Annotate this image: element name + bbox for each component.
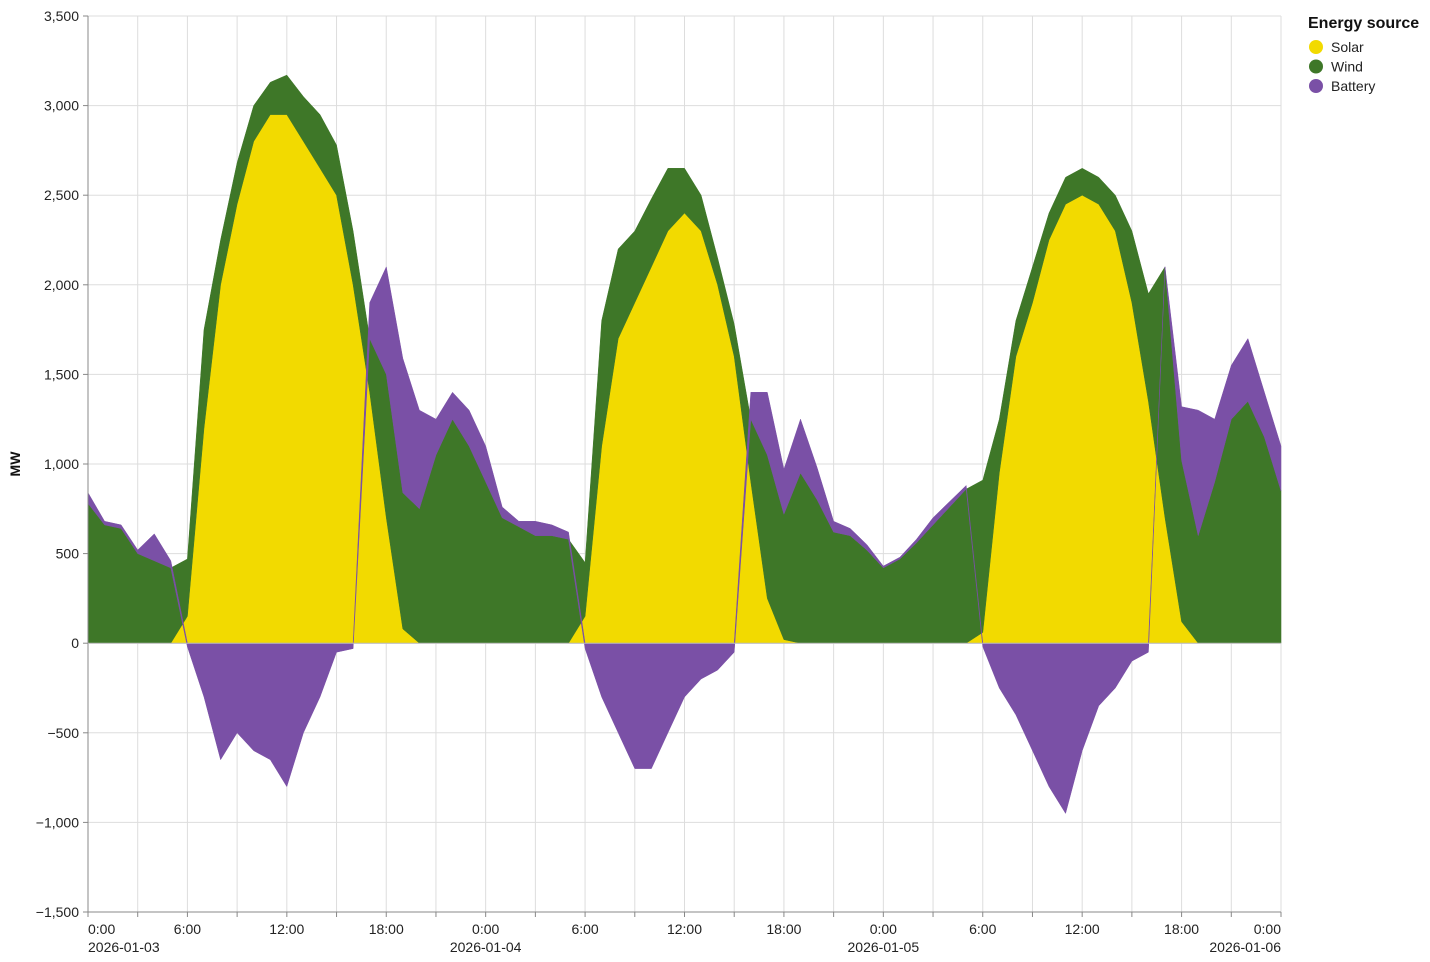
axis-layer: −1,500 −1,000 −500 0 500 1,000 1,500 2,000 2,500… [36,8,1282,955]
legend-label-solar: Solar [1331,39,1364,55]
y-tick-label: 3,000 [44,98,79,114]
y-tick-label: 1,500 [44,366,79,382]
legend-label-battery: Battery [1331,78,1375,94]
legend: Energy source Solar Wind Battery [1308,15,1419,94]
y-tick-label: −1,000 [36,814,79,830]
x-tick-label: 6:00 [571,921,598,937]
legend-label-wind: Wind [1331,59,1363,75]
legend-swatch-battery [1309,79,1323,93]
x-tick-label: 12:00 [1065,921,1100,937]
legend-title: Energy source [1308,15,1419,32]
x-date-label: 2026-01-06 [1209,939,1281,955]
x-tick-label: 12:00 [667,921,702,937]
x-tick-label: 18:00 [369,921,404,937]
legend-swatch-solar [1309,40,1323,54]
x-tick-label: 18:00 [1164,921,1199,937]
y-axis-title: MW [7,451,23,477]
y-tick-label: 500 [56,546,80,562]
y-tick-label: 1,000 [44,456,79,472]
x-tick-label: 12:00 [269,921,304,937]
y-tick-label: −1,500 [36,904,79,920]
legend-swatch-wind [1309,59,1323,74]
x-tick-label: 6:00 [174,921,201,937]
y-tick-label: −500 [47,725,79,741]
x-tick-label: 0:00 [1254,921,1281,937]
x-tick-label: 0:00 [870,921,897,937]
y-tick-label: 3,500 [44,8,79,24]
x-date-label: 2026-01-05 [848,939,920,955]
x-date-label: 2026-01-04 [450,939,522,955]
y-tick-label: 0 [71,635,79,651]
y-tick-label: 2,000 [44,277,79,293]
x-tick-label: 0:00 [472,921,499,937]
y-tick-label: 2,500 [44,187,79,203]
x-tick-label: 18:00 [766,921,801,937]
area-battery [87,266,1282,814]
x-date-label: 2026-01-03 [88,939,160,955]
x-tick-label: 6:00 [969,921,996,937]
x-tick-label: 0:00 [88,921,115,937]
